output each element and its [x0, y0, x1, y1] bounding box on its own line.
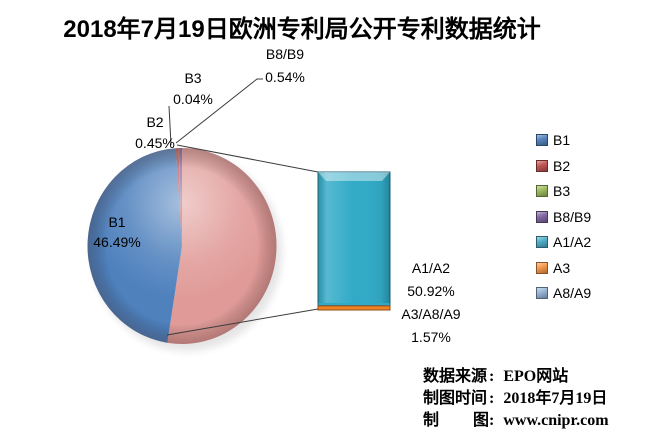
legend-swatch-icon [536, 134, 548, 146]
legend-swatch-icon [536, 236, 548, 248]
connector-line-bottom [166, 308, 319, 336]
legend-label: B3 [553, 183, 571, 199]
footer-label: 制图 [423, 412, 489, 429]
connector-line-top [176, 144, 319, 173]
pie-rim-overlay [87, 148, 277, 344]
callout-value: 0.45% [135, 135, 175, 151]
legend-label: B2 [553, 157, 571, 174]
chart-title: 2018年7月19日欧洲专利局公开专利数据统计 [63, 16, 541, 43]
legend-label: A8/A9 [553, 285, 592, 301]
legend-item-b8b9: B8/B9 [536, 208, 592, 225]
footer-credits: 数据来源: EPO网站 制图时间:2018年7月19日 制图: www.cnipr.… [423, 366, 609, 432]
callout-label: B3 [184, 70, 202, 86]
bar-sheen-overlay [318, 172, 390, 303]
pie-callout-b1: B1 46.49% [77, 212, 157, 252]
footer-colon: : [489, 412, 495, 429]
legend-item-b3: B3 [536, 183, 591, 199]
footer-value: 2018年7月19日 [503, 390, 608, 407]
footer-value: EPO网站 [503, 368, 569, 385]
bar-segment-a3a8a9 [317, 305, 391, 311]
legend-label: B1 [553, 132, 571, 148]
legend-item-a8a9: A8/A9 [536, 285, 592, 301]
legend: B1 B2 B3 B8/B9 A1/A2 A3 A8/A9 [536, 132, 592, 312]
bar-callout-value: 1.57% [411, 329, 451, 345]
pie-callout-b8b9: B8/B9 0.54% [245, 43, 325, 89]
footer-line-source: 数据来源: EPO网站 [423, 366, 609, 388]
callout-label: B1 [108, 214, 126, 230]
legend-swatch-icon [536, 210, 548, 223]
pie-callout-b2: B2 0.45% [115, 112, 195, 154]
callout-label: B8/B9 [265, 46, 305, 62]
footer-colon: : [489, 368, 495, 385]
legend-swatch-icon [536, 159, 548, 172]
legend-item-b1: B1 [536, 132, 591, 148]
legend-item-a3: A3 [536, 259, 591, 276]
legend-item-b2: B2 [536, 157, 591, 174]
legend-label: A3 [553, 259, 571, 276]
legend-label: A1/A2 [553, 234, 592, 250]
pie-callout-b3: B3 0.04% [153, 68, 233, 110]
callout-label: B2 [146, 114, 164, 130]
callout-value: 0.54% [265, 69, 305, 85]
legend-swatch-icon [536, 185, 548, 197]
bar-callouts: A1/A2 50.92% A3/A8/A9 1.57% [392, 257, 470, 349]
footer-colon: : [489, 390, 495, 407]
legend-swatch-icon [536, 287, 548, 299]
bar-top-bevel [318, 172, 390, 181]
leader-line-b3 [168, 105, 172, 146]
bar-callout-label: A3/A8/A9 [401, 306, 461, 322]
bar-callout-label: A1/A2 [411, 260, 451, 276]
legend-label: B8/B9 [553, 208, 592, 225]
leader-line-b8b9 [175, 78, 263, 144]
footer-value: www.cnipr.com [503, 412, 609, 429]
callout-value: 46.49% [93, 234, 141, 250]
bar-callout-value: 50.92% [407, 283, 455, 299]
footer-label: 制图时间 [423, 390, 488, 407]
footer-label: 数据来源 [423, 368, 488, 385]
callout-value: 0.04% [173, 91, 213, 107]
breakout-bar [317, 171, 391, 311]
footer-line-date: 制图时间:2018年7月19日 [423, 388, 609, 410]
legend-swatch-icon [536, 261, 548, 274]
footer-line-site: 制图: www.cnipr.com [423, 410, 609, 432]
legend-item-a1a2: A1/A2 [536, 234, 592, 250]
